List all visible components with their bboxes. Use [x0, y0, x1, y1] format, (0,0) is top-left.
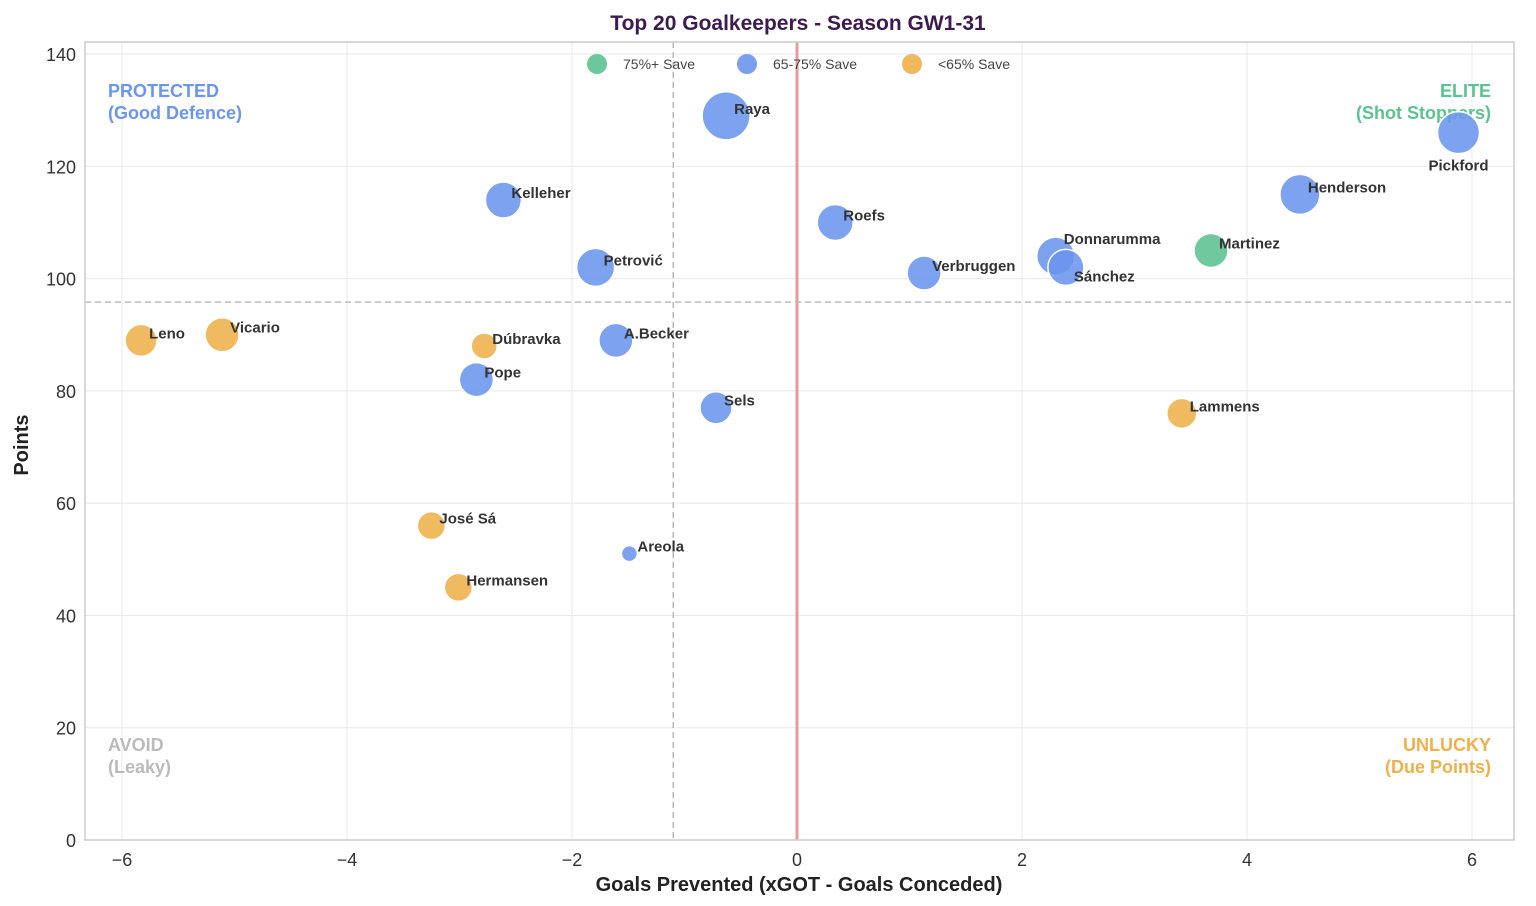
- point-label: Vicario: [230, 320, 280, 337]
- quadrant-label-subtitle: (Due Points): [1385, 757, 1491, 777]
- point-label: Leno: [149, 325, 185, 342]
- point-label: Verbruggen: [932, 258, 1015, 275]
- x-tick-label: 4: [1242, 850, 1252, 870]
- quadrant-label-title: ELITE: [1440, 81, 1491, 101]
- x-tick-label: −4: [337, 850, 358, 870]
- plot-frame: [84, 41, 1515, 841]
- y-tick-label: 100: [46, 270, 76, 290]
- legend-marker-high: [587, 54, 607, 74]
- data-points: Raya Pickford Kelleher Henderson Roefs Petrov…: [124, 91, 1489, 603]
- point-pope: [458, 361, 495, 398]
- grid: [85, 42, 1514, 841]
- point-label: A.Becker: [624, 325, 689, 342]
- legend-marker-low: [902, 54, 922, 74]
- point-label: José Sá: [439, 511, 496, 528]
- point-label: Pickford: [1428, 158, 1488, 175]
- x-axis-label: Goals Prevented (xGOT - Goals Conceded): [596, 874, 1003, 896]
- y-tick-label: 40: [56, 606, 76, 626]
- point-pickford: [1436, 110, 1481, 155]
- reference-lines: [85, 42, 1514, 840]
- quadrant-labels: PROTECTED(Good Defence)ELITE(Shot Stoppe…: [108, 81, 1491, 777]
- y-tick-label: 80: [56, 382, 76, 402]
- x-tick-label: 6: [1467, 850, 1477, 870]
- point-label: Donnarumma: [1064, 231, 1161, 248]
- point-vicario: [204, 316, 240, 353]
- point-label: Sels: [724, 393, 755, 410]
- point-hermansen: [443, 572, 474, 603]
- point-joss: [416, 510, 447, 541]
- legend-marker-mid: [737, 54, 757, 74]
- point-lammens: [1166, 397, 1198, 430]
- point-verbruggen: [906, 255, 942, 291]
- point-label: Lammens: [1190, 398, 1260, 415]
- point-petrovi: [575, 247, 616, 288]
- point-label: Hermansen: [466, 572, 548, 589]
- legend: 75%+ Save 65-75% Save <65% Save: [587, 54, 1010, 74]
- legend-label: 75%+ Save: [623, 56, 695, 72]
- quadrant-label-title: UNLUCKY: [1403, 735, 1491, 755]
- y-tick-label: 20: [56, 719, 76, 739]
- point-martinez: [1193, 232, 1229, 269]
- point-sels: [699, 390, 733, 425]
- point-leno: [124, 323, 158, 358]
- quadrant-label-title: PROTECTED: [108, 81, 219, 101]
- y-axis-label: Points: [11, 414, 33, 475]
- x-tick-label: −2: [562, 850, 583, 870]
- quadrant-label-subtitle: (Leaky): [108, 757, 171, 777]
- x-tick-label: −6: [112, 850, 133, 870]
- point-label: Henderson: [1308, 179, 1386, 196]
- point-label: Kelleher: [511, 185, 570, 202]
- point-snchez: [1047, 248, 1085, 287]
- point-henderson: [1279, 173, 1321, 216]
- y-tick-label: 60: [56, 494, 76, 514]
- point-label: Petrović: [604, 252, 663, 269]
- quadrant-label-title: AVOID: [108, 735, 164, 755]
- point-kelleher: [484, 181, 523, 219]
- point-label: Pope: [484, 365, 521, 382]
- y-tick-label: 0: [66, 831, 76, 851]
- point-areola: [620, 544, 639, 563]
- y-tick-label: 120: [46, 157, 76, 177]
- x-tick-label: 0: [792, 850, 802, 870]
- point-roefs: [816, 203, 854, 242]
- point-label: Sánchez: [1074, 268, 1135, 285]
- point-label: Martinez: [1219, 236, 1280, 253]
- y-tick-label: 140: [46, 45, 76, 65]
- point-label: Areola: [637, 539, 684, 556]
- x-tick-label: 2: [1017, 850, 1027, 870]
- point-label: Dúbravka: [492, 331, 561, 348]
- legend-label: <65% Save: [938, 56, 1010, 72]
- point-dbravka: [470, 332, 498, 360]
- point-abecker: [598, 322, 634, 359]
- quadrant-label-subtitle: (Good Defence): [108, 103, 242, 123]
- point-label: Roefs: [843, 207, 885, 224]
- legend-label: 65-75% Save: [773, 56, 857, 72]
- chart-title: Top 20 Goalkeepers - Season GW1-31: [610, 12, 986, 35]
- point-label: Raya: [734, 101, 771, 118]
- point-raya: [701, 91, 751, 141]
